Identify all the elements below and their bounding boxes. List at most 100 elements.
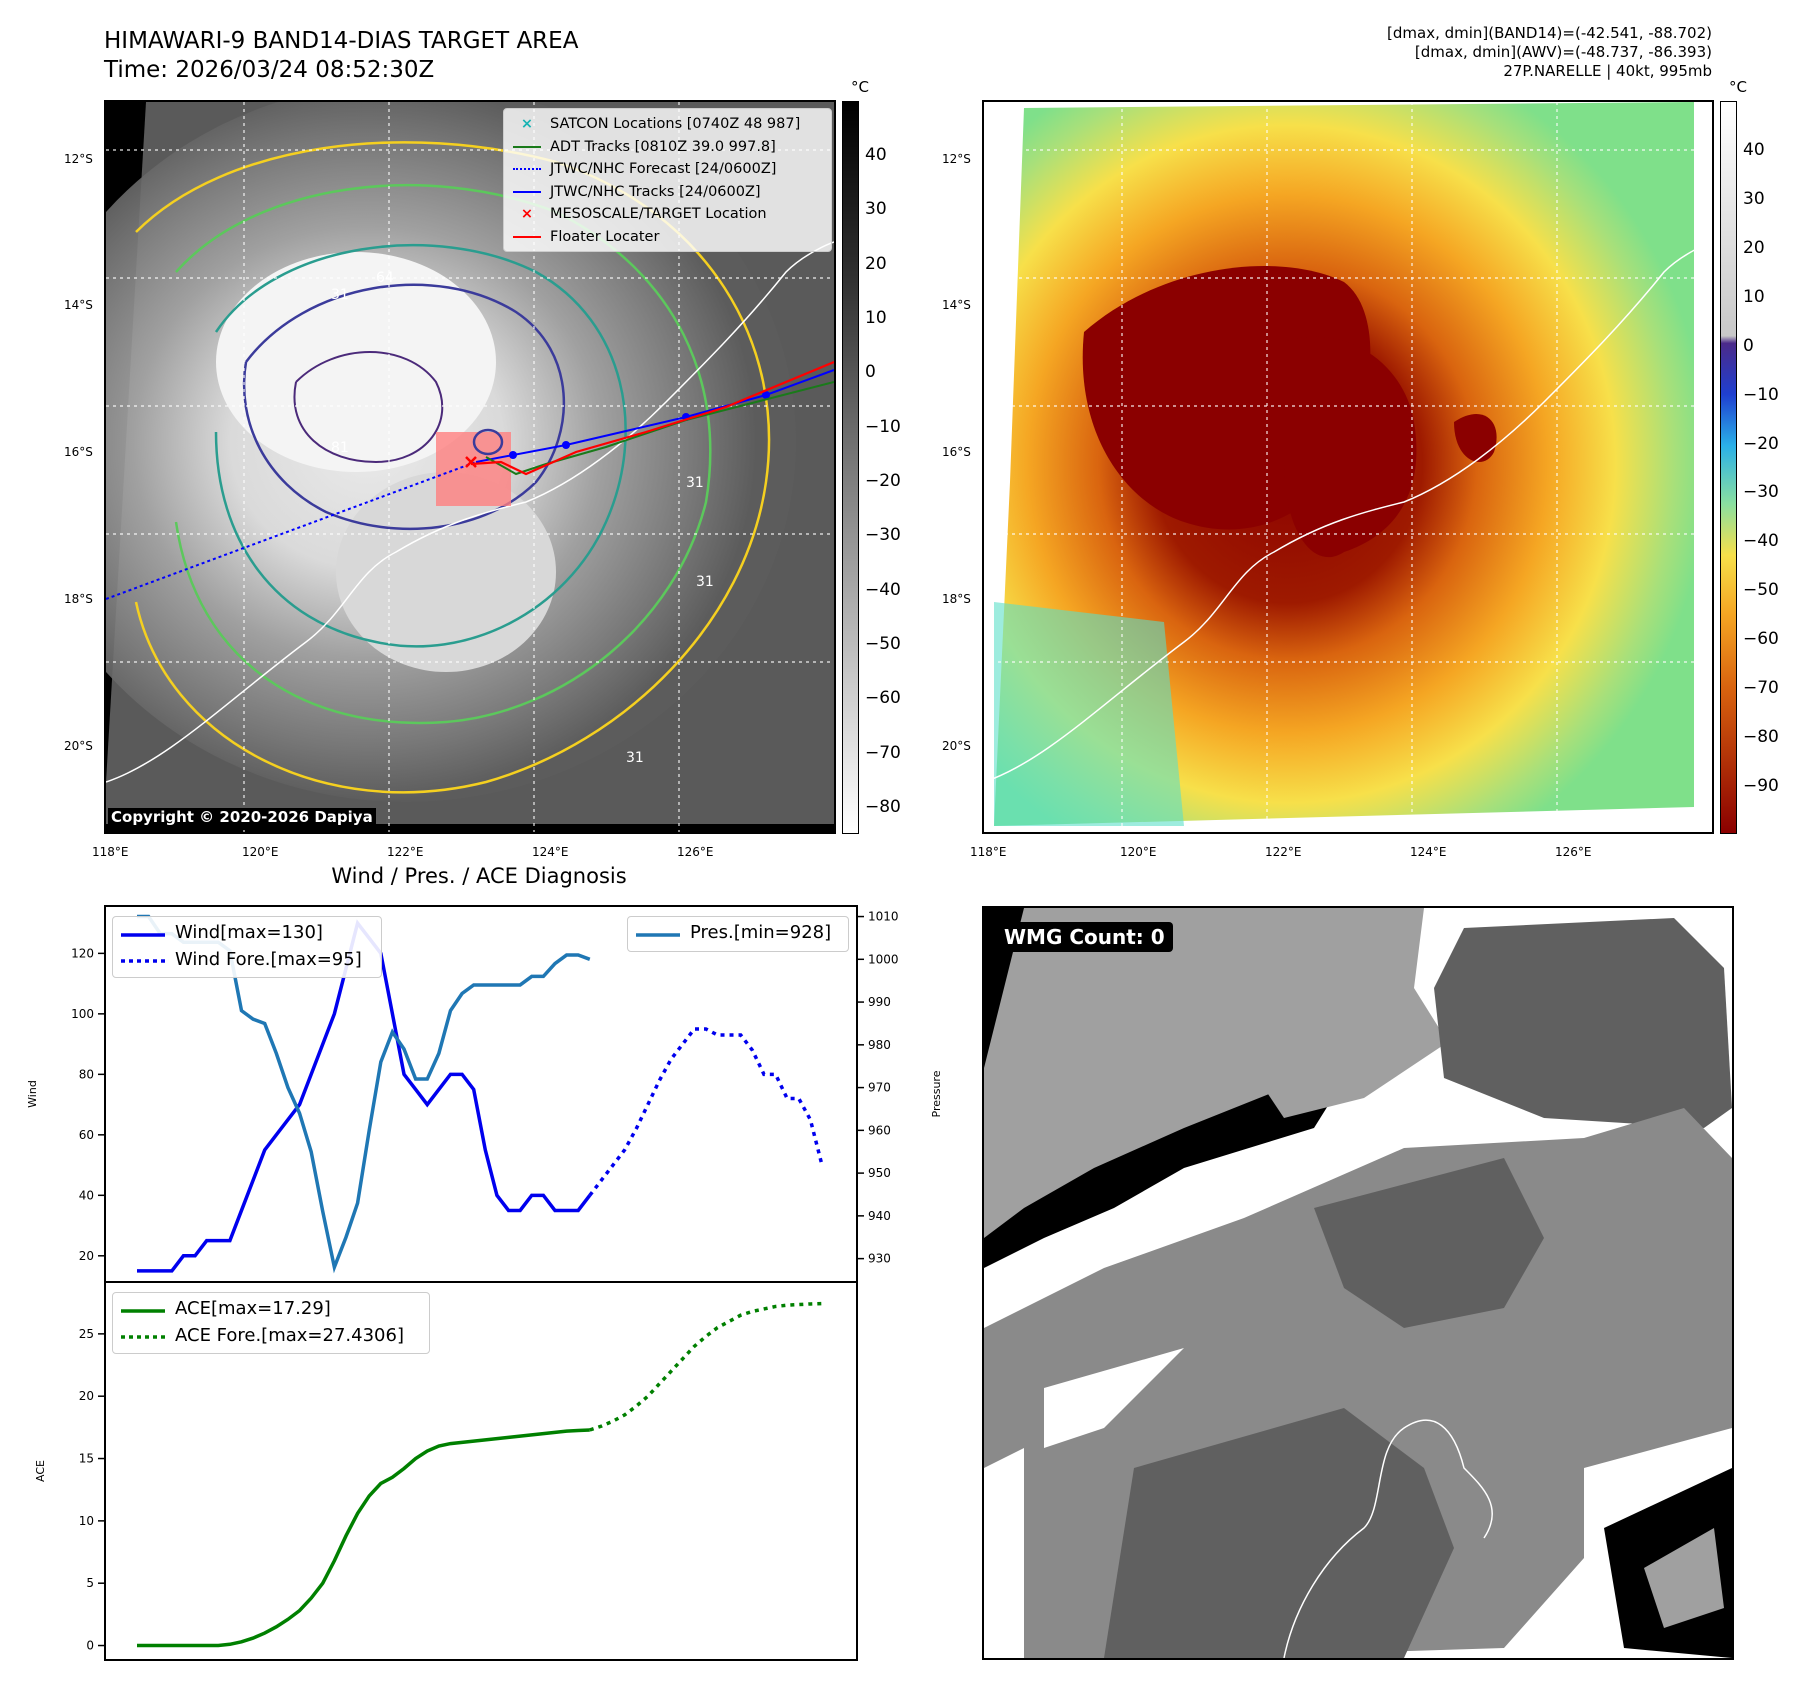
ir-legend-entry: ADT Tracks [0810Z 39.0 997.8] [510,136,825,159]
ir-legend-symbol [510,229,544,245]
contour-label: 31 [696,574,714,590]
awv-colorbar [1720,101,1737,834]
ir-legend-label: ADT Tracks [0810Z 39.0 997.8] [550,138,776,155]
colorbar-tick: −20 [865,471,901,491]
ir-legend-label: JTWC/NHC Tracks [24/0600Z] [550,183,761,200]
wind-tick-label: 80 [79,1067,94,1081]
ir-lat-tick: 12°S [64,152,93,166]
contour-label: 31 [331,287,349,303]
ir-legend-label: SATCON Locations [0740Z 48 987] [550,116,801,133]
colorbar-tick: 30 [1743,188,1765,209]
ace-legend-label: ACE[max=17.29] [175,1298,331,1319]
ir-lat-tick: 14°S [64,298,93,312]
pressure-tick-label: 1000 [868,952,899,966]
awv-lon-tick: 126°E [1555,845,1592,859]
ir-legend-label: Floater Locater [550,228,660,245]
wind-tick-label: 100 [71,1007,94,1021]
diag-title: Wind / Pres. / ACE Diagnosis [331,864,627,888]
ir-lon-tick: 124°E [532,845,569,859]
colorbar-tick: −80 [1743,727,1779,748]
copyright: Copyright © 2020-2026 Dapiya [108,808,376,826]
colorbar-tick: 40 [1743,140,1765,160]
awv-info-line3: 27P.NARELLE | 40kt, 995mb [1503,62,1712,80]
awv-map-panel [982,100,1714,834]
ace-fore-legend-label: ACE Fore.[max=27.4306] [175,1325,404,1346]
colorbar-tick: −60 [865,688,901,709]
ir-legend-symbol [510,161,544,177]
ir-legend-symbol: × [520,206,534,223]
colorbar-tick: 10 [865,308,887,328]
pressure-tick-label: 940 [868,1209,891,1223]
wind-tick-label: 120 [71,946,94,960]
contour-label: 64 [376,270,394,286]
ir-colorbar [842,101,859,834]
wind-legend-label: Wind[max=130] [175,922,323,943]
diagnosis-chart: 2040608010012093094095096097098099010001… [26,905,943,1661]
wmg-count-badge: WMG Count: 0 [996,922,1173,952]
awv-lon-tick: 118°E [970,845,1007,859]
ir-title-line2: Time: 2026/03/24 08:52:30Z [104,57,435,83]
ir-legend-symbol [510,184,544,200]
ace-tick-label: 20 [79,1389,94,1403]
wind-forecast-line [588,1027,824,1197]
awv-map-image [984,102,1712,832]
ir-legend-entry: JTWC/NHC Forecast [24/0600Z] [510,158,825,181]
colorbar-tick: −20 [1743,433,1779,454]
pressure-tick-label: 980 [868,1038,891,1052]
wind-legend: Wind[max=130] Wind Fore.[max=95] [112,916,382,978]
wind-fore-legend-label: Wind Fore.[max=95] [175,949,362,970]
ir-lat-tick: 20°S [64,739,93,753]
pressure-tick-label: 950 [868,1166,891,1180]
ir-lon-tick: 122°E [387,845,424,859]
colorbar-tick: −30 [1743,482,1779,503]
ir-legend-entry: Floater Locater [510,226,825,249]
contour-label: 31 [626,750,644,766]
ir-legend-label: MESOSCALE/TARGET Location [550,206,767,223]
ir-legend-symbol: × [520,116,534,133]
contour-label: 31 [686,475,704,491]
colorbar-tick: 20 [865,253,887,274]
colorbar-tick: −60 [1743,629,1779,650]
awv-lat-tick: 12°S [942,152,971,166]
ace-line [137,1428,590,1648]
ir-lat-tick: 18°S [64,592,93,606]
wmg-panel: WMG Count: 0 [982,906,1734,1660]
ir-legend-entry: × MESOSCALE/TARGET Location [510,203,825,226]
pressure-tick-label: 970 [868,1081,891,1095]
pressure-tick-label: 930 [868,1252,891,1266]
colorbar-tick: −90 [1743,776,1779,796]
awv-lat-tick: 16°S [942,445,971,459]
ir-legend-rows: × SATCON Locations [0740Z 48 987] ADT Trac… [510,113,825,248]
wmg-image [984,908,1732,1658]
colorbar-tick: −80 [865,797,901,817]
ir-lon-tick: 118°E [92,845,129,859]
pressure-axis-label: Pressure [930,1070,943,1117]
ir-legend-entry: JTWC/NHC Tracks [24/0600Z] [510,181,825,204]
ace-tick-label: 25 [79,1327,94,1341]
ace-forecast-line [589,1301,823,1432]
colorbar-tick: 10 [1743,286,1765,307]
ir-lon-tick: 126°E [677,845,714,859]
ir-legend-label: JTWC/NHC Forecast [24/0600Z] [550,161,777,178]
ace-tick-label: 0 [86,1639,94,1653]
colorbar-tick: −30 [865,525,901,546]
wind-tick-label: 20 [79,1249,94,1263]
pressure-legend-label: Pres.[min=928] [690,922,832,943]
ace-tick-label: 10 [79,1514,94,1528]
awv-info-line2: [dmax, dmin](AWV)=(-48.737, -86.393) [1414,43,1712,61]
awv-lat-tick: 18°S [942,592,971,606]
awv-colorbar-unit: °C [1729,78,1747,96]
ir-legend-entry: × SATCON Locations [0740Z 48 987] [510,113,825,136]
pressure-legend: Pres.[min=928] [627,916,849,952]
colorbar-tick: −70 [1743,678,1779,699]
wind-tick-label: 40 [79,1188,94,1202]
pressure-tick-label: 1010 [868,910,899,924]
ace-tick-label: 15 [79,1452,94,1466]
ir-legend-symbol [510,139,544,155]
awv-lon-tick: 124°E [1410,845,1447,859]
ace-tick-label: 5 [86,1576,94,1590]
colorbar-tick: −70 [865,742,901,763]
colorbar-tick: 30 [865,199,887,220]
awv-lat-tick: 20°S [942,739,971,753]
colorbar-tick: −50 [1743,580,1779,601]
